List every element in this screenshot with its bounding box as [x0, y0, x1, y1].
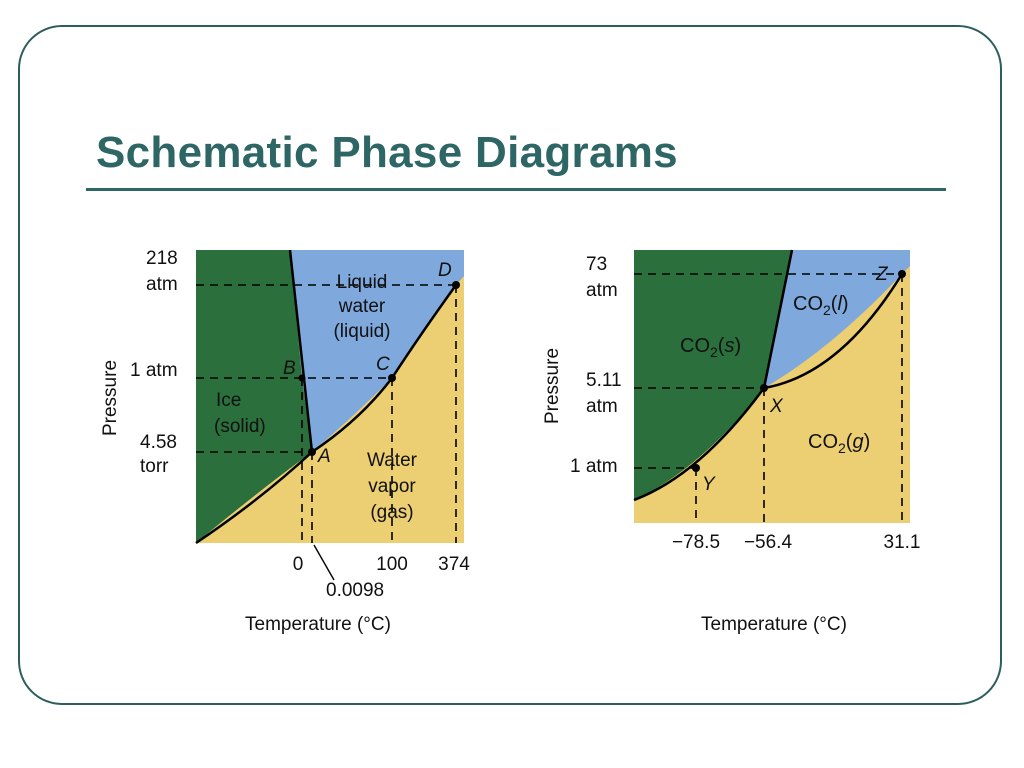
water-point-b: B — [283, 358, 296, 379]
water-gas-label-1: Water — [367, 450, 418, 471]
co2-point-z: Z — [875, 264, 889, 285]
co2-point-x-dot — [760, 384, 768, 392]
water-sublimation-curve — [195, 451, 313, 545]
co2-point-y: Y — [702, 474, 716, 495]
co2-solid-region — [634, 250, 792, 500]
co2-gas-label: CO2(g) — [808, 431, 870, 456]
co2-phase-diagram: X Y Z CO2(s) CO2(l) CO2(g) 73 atm 5.11 a… — [542, 249, 921, 635]
co2-xtick-785: −78.5 — [672, 532, 720, 553]
co2-vaporization-curve — [763, 273, 904, 390]
water-point-d-dot — [452, 281, 460, 289]
water-solid-label-2: (solid) — [214, 416, 266, 437]
water-gas-label-2: vapor — [368, 476, 416, 497]
water-xtick-100: 100 — [376, 554, 408, 575]
water-gas-label-3: (gas) — [370, 502, 413, 523]
page-title: Schematic Phase Diagrams — [96, 128, 678, 177]
co2-point-y-dot — [692, 464, 700, 472]
slide-frame — [18, 25, 1002, 705]
co2-xtick-564: −56.4 — [744, 532, 793, 553]
water-y-axis-title: Pressure — [100, 360, 121, 436]
co2-xtick-311: 31.1 — [884, 532, 921, 553]
water-point-c-dot — [388, 374, 396, 382]
water-liquid-region — [290, 250, 464, 452]
title-rule — [86, 188, 946, 191]
water-ytick-1atm: 1 atm — [130, 360, 178, 381]
water-solid-region — [196, 250, 312, 543]
co2-ytick-1atm: 1 atm — [570, 456, 618, 477]
water-ytick-458-line2: torr — [140, 456, 169, 477]
co2-sublimation-curve — [633, 387, 766, 502]
water-ytick-218-line2: atm — [146, 274, 178, 295]
water-phase-diagram: A B C D Liquid water (liquid) Ice (solid… — [100, 248, 470, 635]
water-ytick-458-line1: 4.58 — [140, 432, 177, 453]
co2-melting-curve — [762, 249, 794, 389]
water-xtick-0: 0 — [293, 554, 304, 575]
water-liquid-label-2: water — [338, 296, 386, 317]
water-liquid-label-1: Liquid — [337, 272, 388, 293]
co2-point-x: X — [769, 396, 784, 417]
water-point-a-dot — [308, 448, 316, 456]
co2-ytick-73-line2: atm — [586, 280, 618, 301]
co2-ytick-511-line2: atm — [586, 396, 618, 417]
co2-liquid-label: CO2(l) — [793, 293, 849, 318]
water-liquid-label-3: (liquid) — [333, 321, 390, 342]
co2-ytick-73-line1: 73 — [586, 254, 607, 275]
water-x-axis-title: Temperature (°C) — [245, 614, 391, 635]
water-leader-00098 — [313, 544, 335, 581]
water-ytick-218-line1: 218 — [146, 248, 178, 269]
water-xtick-00098: 0.0098 — [326, 580, 384, 601]
water-point-d: D — [438, 260, 452, 281]
water-point-b-dot — [298, 374, 306, 382]
co2-point-z-dot — [898, 270, 906, 278]
co2-liquid-region — [764, 250, 910, 388]
co2-y-axis-title: Pressure — [542, 348, 563, 424]
co2-solid-label: CO2(s) — [680, 335, 741, 360]
water-melting-curve — [288, 249, 314, 453]
co2-ytick-511-line1: 5.11 — [586, 370, 622, 391]
water-xtick-374: 374 — [438, 554, 470, 575]
water-solid-label-1: Ice — [216, 390, 241, 411]
co2-x-axis-title: Temperature (°C) — [701, 614, 847, 635]
water-point-c: C — [376, 354, 390, 375]
water-point-a: A — [317, 446, 331, 467]
